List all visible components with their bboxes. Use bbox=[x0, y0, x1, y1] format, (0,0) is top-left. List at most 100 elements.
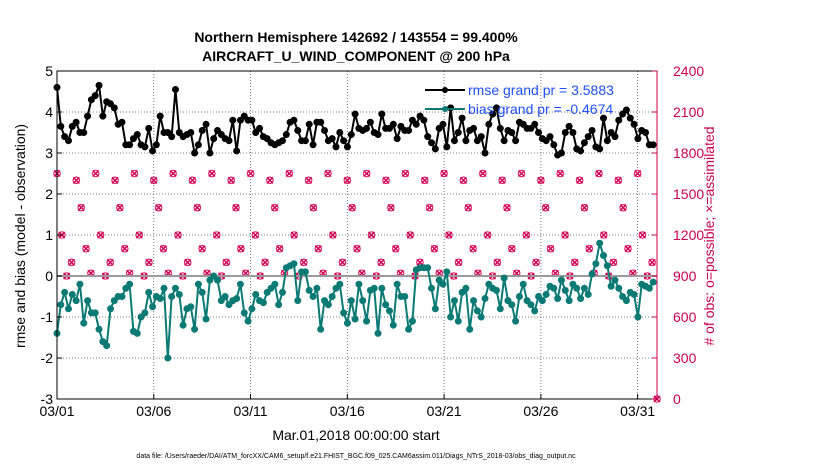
x-axis: 03/01 03/06 03/11 03/16 03/21 03/26 03/31 bbox=[39, 394, 655, 419]
obs-possible-marker bbox=[116, 203, 124, 212]
bias-point bbox=[515, 293, 523, 300]
bias-point bbox=[259, 299, 267, 307]
rmse-point bbox=[569, 129, 577, 136]
rmse-point bbox=[550, 141, 558, 149]
obs-possible-marker bbox=[508, 244, 516, 253]
rmse-point bbox=[168, 133, 176, 141]
legend-label: rmse grand pr = 3.5883 bbox=[468, 82, 614, 98]
rmse-point bbox=[294, 126, 302, 134]
obs-possible-marker bbox=[580, 203, 589, 212]
bias-point bbox=[57, 301, 65, 309]
obs-possible-marker bbox=[387, 203, 395, 212]
bias-point bbox=[519, 280, 527, 288]
rmse-point bbox=[278, 137, 286, 145]
bias-point bbox=[577, 295, 585, 303]
bias-point bbox=[512, 317, 520, 325]
rmse-point bbox=[149, 147, 157, 155]
y-tick-label: -1 bbox=[41, 309, 54, 325]
rmse-point bbox=[462, 137, 470, 145]
y-right-tick-label: 1500 bbox=[673, 186, 704, 202]
obs-assimilated-marker bbox=[368, 231, 376, 239]
obs-possible-marker bbox=[638, 231, 647, 239]
obs-possible-marker bbox=[290, 231, 298, 239]
bias-point bbox=[80, 319, 88, 327]
bias-point bbox=[431, 305, 439, 313]
bias-point bbox=[179, 321, 187, 329]
bias-point bbox=[363, 317, 371, 325]
y-right-tick-label: 2400 bbox=[673, 63, 704, 79]
bias-point bbox=[649, 278, 657, 286]
rmse-point bbox=[256, 124, 264, 132]
obs-assimilated-marker bbox=[619, 204, 627, 212]
obs-possible-marker bbox=[314, 244, 323, 253]
rmse-point bbox=[126, 141, 134, 149]
obs-possible-marker bbox=[193, 203, 202, 212]
obs-possible-marker bbox=[324, 169, 332, 178]
obs-possible-marker bbox=[556, 169, 565, 178]
obs-possible-marker bbox=[561, 231, 569, 239]
rmse-point bbox=[110, 104, 118, 112]
obs-possible-marker bbox=[208, 169, 216, 178]
bias-point bbox=[359, 297, 367, 305]
obs-assimilated-marker bbox=[595, 170, 603, 177]
y-tick-label: 5 bbox=[45, 63, 53, 79]
y-tick-label: 0 bbox=[45, 268, 53, 284]
obs-possible-marker bbox=[135, 231, 144, 239]
legend-label: bias grand pr = -0.4674 bbox=[468, 101, 613, 117]
obs-possible-marker bbox=[522, 231, 531, 239]
bias-point bbox=[126, 280, 134, 288]
rmse-point bbox=[378, 110, 386, 118]
obs-assimilated-marker bbox=[638, 231, 646, 239]
plot-area bbox=[53, 70, 661, 403]
bias-point bbox=[343, 319, 351, 327]
y-tick-label: 1 bbox=[45, 227, 53, 243]
rmse-point bbox=[630, 120, 638, 128]
bias-point bbox=[607, 282, 615, 290]
obs-possible-marker bbox=[96, 231, 105, 239]
obs-assimilated-marker bbox=[382, 176, 390, 184]
rmse-point bbox=[347, 131, 355, 139]
obs-possible-marker bbox=[159, 244, 168, 253]
obs-assimilated-marker bbox=[290, 231, 298, 239]
obs-assimilated-marker bbox=[392, 245, 400, 253]
obs-assimilated-marker bbox=[440, 170, 448, 177]
bias-point bbox=[68, 290, 76, 298]
obs-assimilated-marker bbox=[188, 176, 196, 184]
obs-possible-marker bbox=[72, 176, 81, 185]
obs-assimilated-marker bbox=[135, 231, 143, 239]
bias-point bbox=[462, 284, 470, 292]
obs-possible-marker bbox=[614, 176, 623, 185]
bias-point bbox=[596, 239, 604, 247]
rmse-point bbox=[309, 141, 317, 149]
rmse-point bbox=[332, 143, 340, 151]
obs-possible-marker bbox=[377, 258, 385, 267]
obs-assimilated-marker bbox=[116, 204, 124, 212]
obs-assimilated-marker bbox=[464, 204, 472, 212]
bias-point bbox=[141, 309, 149, 317]
rmse-point bbox=[439, 120, 447, 128]
obs-assimilated-marker bbox=[155, 204, 163, 212]
rmse-point bbox=[481, 149, 489, 157]
obs-assimilated-marker bbox=[406, 231, 414, 239]
rmse-point bbox=[512, 137, 520, 145]
left-axis: -3 -2 -1 0 1 2 3 4 5 bbox=[41, 63, 62, 407]
obs-possible-marker bbox=[367, 231, 376, 239]
obs-assimilated-marker bbox=[614, 176, 622, 184]
bias-point bbox=[439, 280, 447, 288]
obs-possible-marker bbox=[261, 258, 269, 267]
obs-assimilated-marker bbox=[503, 204, 511, 212]
rmse-point bbox=[561, 129, 569, 136]
bias-point bbox=[477, 313, 485, 321]
bias-point bbox=[118, 293, 126, 300]
bias-point bbox=[336, 280, 344, 288]
obs-assimilated-marker bbox=[387, 204, 395, 212]
obs-assimilated-marker bbox=[97, 231, 105, 239]
bias-point bbox=[107, 305, 115, 313]
bias-point bbox=[454, 317, 462, 325]
obs-possible-marker bbox=[91, 169, 100, 178]
rmse-point bbox=[145, 124, 153, 132]
rmse-point bbox=[470, 124, 478, 132]
bias-point bbox=[202, 315, 210, 323]
bias-point bbox=[95, 325, 103, 333]
bias-point bbox=[424, 264, 432, 272]
